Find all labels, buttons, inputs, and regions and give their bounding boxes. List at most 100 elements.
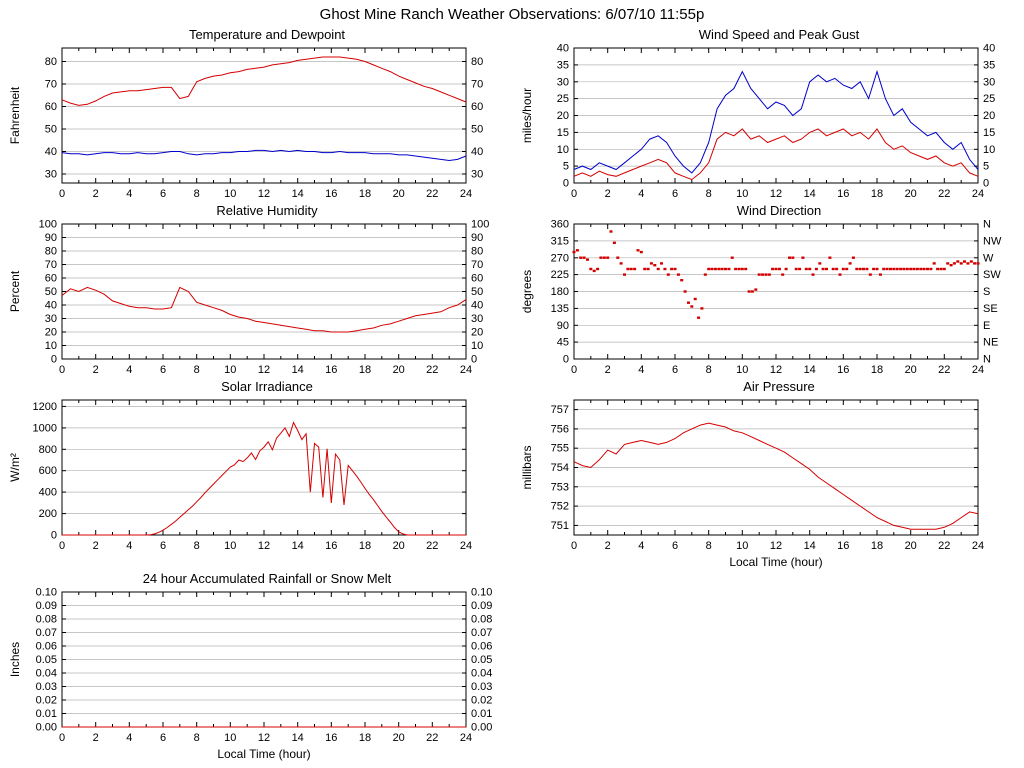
svg-text:24: 24	[460, 188, 472, 200]
svg-text:NW: NW	[983, 235, 1002, 247]
svg-text:60: 60	[45, 273, 57, 285]
chart-title-relative-humidity: Relative Humidity	[216, 203, 318, 218]
svg-text:22: 22	[938, 364, 950, 376]
svg-text:0.09: 0.09	[471, 600, 492, 612]
svg-text:18: 18	[871, 540, 883, 552]
svg-text:Percent: Percent	[8, 270, 22, 312]
svg-text:60: 60	[471, 101, 483, 113]
svg-text:15: 15	[983, 127, 995, 139]
svg-text:40: 40	[471, 300, 483, 312]
svg-text:12: 12	[258, 732, 270, 744]
svg-text:40: 40	[983, 43, 995, 55]
svg-text:70: 70	[471, 259, 483, 271]
svg-text:10: 10	[736, 364, 748, 376]
svg-text:0: 0	[983, 178, 989, 190]
svg-text:Local Time (hour): Local Time (hour)	[729, 555, 822, 569]
svg-text:30: 30	[45, 169, 57, 181]
svg-text:90: 90	[45, 232, 57, 244]
svg-text:10: 10	[736, 540, 748, 552]
empty-cell	[512, 571, 1024, 763]
chart-relative-humidity: Relative Humidity 0 0 10 10 20 20 30 30 40 40 50 50…	[0, 203, 512, 379]
svg-text:E: E	[983, 320, 990, 332]
svg-text:35: 35	[983, 59, 995, 71]
svg-text:4: 4	[126, 188, 132, 200]
svg-text:90: 90	[471, 232, 483, 244]
svg-text:10: 10	[224, 540, 236, 552]
svg-text:0: 0	[51, 530, 57, 542]
chart-title-rainfall: 24 hour Accumulated Rainfall or Snow Mel…	[142, 571, 392, 586]
svg-text:0.01: 0.01	[36, 708, 57, 720]
svg-text:20: 20	[905, 188, 917, 200]
svg-text:4: 4	[638, 540, 644, 552]
svg-text:35: 35	[557, 59, 569, 71]
svg-text:16: 16	[325, 540, 337, 552]
chart-title-wind-direction: Wind Direction	[736, 203, 822, 218]
svg-text:16: 16	[325, 364, 337, 376]
svg-text:N: N	[983, 354, 991, 366]
svg-text:0: 0	[59, 732, 65, 744]
svg-text:753: 753	[551, 481, 569, 493]
svg-text:12: 12	[258, 188, 270, 200]
svg-text:360: 360	[551, 219, 569, 231]
rainfall-plot: 0.00 0.000.01 0.010.02 0.020.03 0.030.04 0.04…	[8, 587, 492, 761]
svg-text:24: 24	[460, 732, 472, 744]
svg-text:60: 60	[471, 273, 483, 285]
svg-text:18: 18	[871, 188, 883, 200]
svg-text:12: 12	[258, 364, 270, 376]
svg-text:24: 24	[972, 188, 984, 200]
svg-text:1000: 1000	[33, 422, 57, 434]
svg-text:40: 40	[471, 146, 483, 158]
svg-text:0.08: 0.08	[36, 614, 57, 626]
svg-text:2: 2	[605, 188, 611, 200]
chart-temperature-dewpoint: Temperature and Dewpoint 30 30 40 40 50 50 60 6…	[0, 27, 512, 203]
svg-text:18: 18	[871, 364, 883, 376]
chart-title-solar-irradiance: Solar Irradiance	[221, 379, 313, 394]
svg-text:4: 4	[638, 364, 644, 376]
svg-text:22: 22	[938, 540, 950, 552]
svg-text:0: 0	[59, 364, 65, 376]
svg-text:14: 14	[292, 188, 304, 200]
svg-text:315: 315	[551, 235, 569, 247]
svg-text:180: 180	[551, 286, 569, 298]
svg-text:millibars: millibars	[520, 445, 534, 489]
svg-text:Inches: Inches	[8, 642, 22, 677]
svg-text:0.04: 0.04	[471, 668, 492, 680]
svg-text:18: 18	[359, 188, 371, 200]
svg-text:8: 8	[194, 732, 200, 744]
svg-text:2: 2	[605, 364, 611, 376]
svg-text:70: 70	[471, 79, 483, 91]
svg-text:0.06: 0.06	[471, 641, 492, 653]
svg-text:0: 0	[59, 540, 65, 552]
svg-text:80: 80	[45, 246, 57, 258]
svg-text:SE: SE	[983, 303, 998, 315]
svg-text:0.05: 0.05	[471, 654, 492, 666]
svg-text:20: 20	[983, 110, 995, 122]
svg-text:0: 0	[51, 354, 57, 366]
svg-text:30: 30	[45, 313, 57, 325]
svg-text:0.00: 0.00	[36, 722, 57, 734]
svg-text:20: 20	[905, 364, 917, 376]
svg-text:30: 30	[557, 76, 569, 88]
svg-text:135: 135	[551, 303, 569, 315]
svg-text:24: 24	[972, 540, 984, 552]
svg-text:0.10: 0.10	[471, 587, 492, 599]
svg-text:40: 40	[45, 146, 57, 158]
svg-text:50: 50	[45, 286, 57, 298]
svg-text:4: 4	[638, 188, 644, 200]
svg-text:80: 80	[471, 246, 483, 258]
svg-text:0.03: 0.03	[471, 681, 492, 693]
chart-title-wind-speed-gust: Wind Speed and Peak Gust	[698, 27, 860, 42]
svg-text:4: 4	[126, 364, 132, 376]
svg-text:15: 15	[557, 127, 569, 139]
svg-text:0.02: 0.02	[471, 695, 492, 707]
svg-text:18: 18	[359, 364, 371, 376]
svg-text:0.10: 0.10	[36, 587, 57, 599]
svg-text:24: 24	[460, 364, 472, 376]
svg-text:0: 0	[571, 364, 577, 376]
svg-text:25: 25	[557, 93, 569, 105]
svg-text:0: 0	[571, 188, 577, 200]
svg-text:14: 14	[292, 540, 304, 552]
